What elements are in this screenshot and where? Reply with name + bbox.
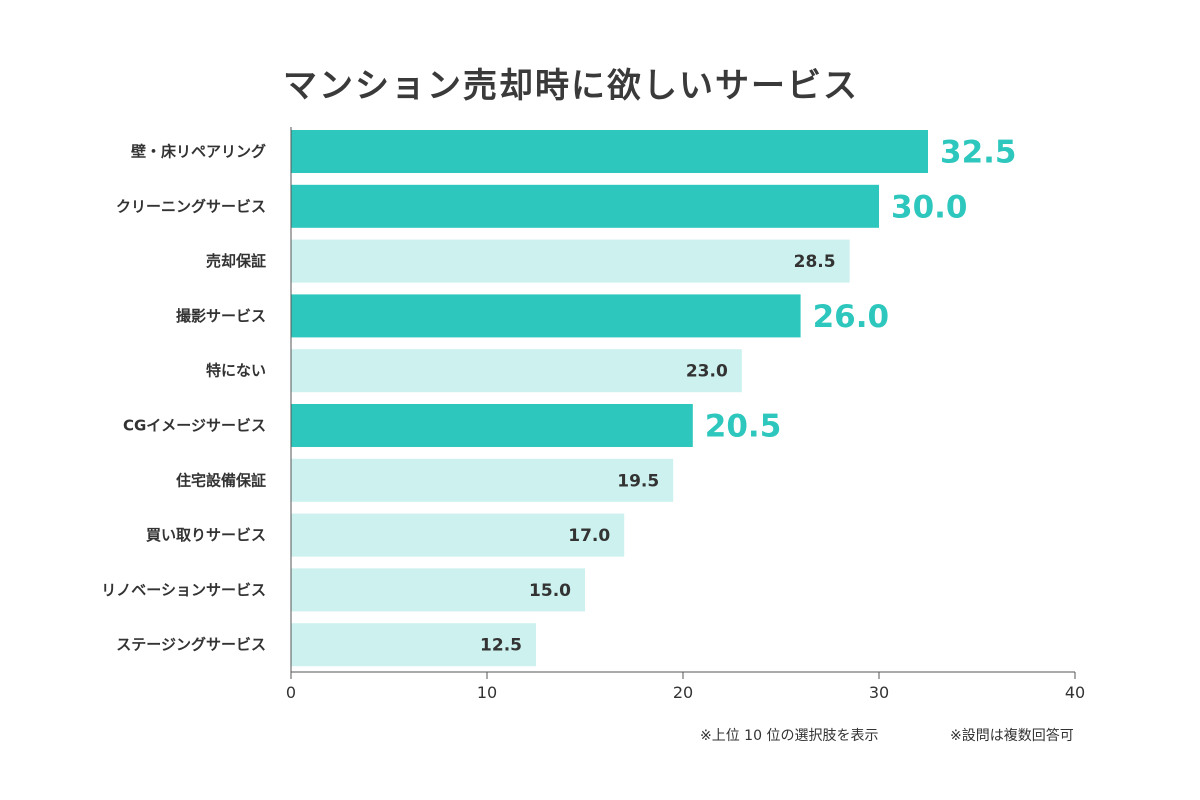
x-tick-label: 0 bbox=[286, 683, 296, 702]
data-label: 20.5 bbox=[705, 409, 782, 445]
data-label: 12.5 bbox=[480, 636, 522, 656]
data-label: 32.5 bbox=[940, 135, 1017, 171]
bar bbox=[291, 349, 742, 393]
data-label: 23.0 bbox=[686, 362, 728, 382]
x-tick-label: 10 bbox=[477, 683, 497, 702]
footnote-top-ten: ※上位 10 位の選択肢を表示 bbox=[700, 728, 879, 744]
bar bbox=[291, 294, 801, 338]
category-label: 売却保証 bbox=[206, 252, 266, 270]
data-label: 15.0 bbox=[529, 581, 571, 601]
category-label: 特にない bbox=[206, 362, 266, 380]
bar bbox=[291, 239, 850, 283]
data-label: 19.5 bbox=[617, 471, 659, 491]
chart-title: マンション売却時に欲しいサービス bbox=[283, 66, 859, 106]
x-tick-label: 30 bbox=[869, 683, 889, 702]
category-label: 壁・床リペアリング bbox=[131, 143, 266, 161]
x-tick-label: 40 bbox=[1065, 683, 1085, 702]
category-label: リノベーションサービス bbox=[101, 581, 266, 599]
data-label: 26.0 bbox=[813, 299, 890, 335]
category-label: クリーニングサービス bbox=[116, 197, 266, 215]
category-label: 買い取りサービス bbox=[146, 526, 266, 544]
bar bbox=[291, 568, 585, 612]
bar bbox=[291, 623, 536, 667]
category-label: 撮影サービス bbox=[176, 307, 266, 325]
category-label: CGイメージサービス bbox=[123, 417, 266, 435]
bar bbox=[291, 513, 625, 557]
data-label: 30.0 bbox=[891, 189, 968, 225]
data-label: 28.5 bbox=[794, 252, 836, 272]
category-label: ステージングサービス bbox=[116, 636, 266, 654]
bar bbox=[291, 184, 879, 228]
bar bbox=[291, 458, 674, 502]
category-label: 住宅設備保証 bbox=[176, 471, 266, 489]
bar bbox=[291, 130, 928, 173]
data-label: 17.0 bbox=[568, 526, 610, 546]
footnote-multiple-answers: ※設問は複数回答可 bbox=[950, 728, 1074, 744]
bar bbox=[291, 404, 693, 447]
x-tick-label: 20 bbox=[673, 683, 693, 702]
